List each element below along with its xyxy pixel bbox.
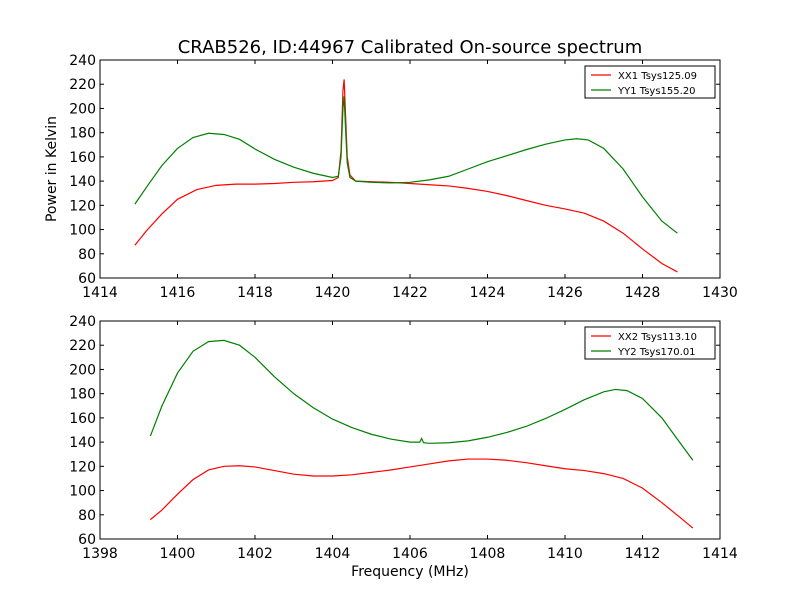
x-tick-label-0-0: 1414 [82,285,118,301]
y-tick-label-1-7: 200 [69,362,96,378]
legend-0: XX1 Tsys125.09 YY1 Tsys155.20 [584,65,716,99]
y-tick-label-1-5: 160 [69,411,96,427]
y-tick-label-0-3: 120 [69,198,96,214]
y-tick-label-1-2: 100 [69,484,96,500]
series-line-1-1 [149,339,694,461]
y-tick-label-1-9: 240 [69,314,96,330]
y-tick-label-1-3: 120 [69,459,96,475]
legend-label-0-1: YY1 Tsys155.20 [617,86,696,97]
y-tick-label-1-0: 60 [78,532,96,548]
y-tick-label-1-4: 140 [69,435,96,451]
x-tick-label-1-6: 1410 [547,546,583,562]
x-tick-label-0-1: 1416 [160,285,196,301]
x-axis-label: Frequency (MHz) [351,564,469,580]
y-tick-label-1-6: 180 [69,387,96,403]
x-tick-label-1-5: 1408 [470,546,506,562]
legend-label-1-1: YY2 Tsys170.01 [617,347,696,358]
x-tick-label-0-4: 1422 [392,285,428,301]
chart-title: CRAB526, ID:44967 Calibrated On-source s… [178,37,643,58]
legend-box-1 [584,326,716,360]
y-tick-label-0-8: 220 [69,77,96,93]
legend-1: XX2 Tsys113.10 YY2 Tsys170.01 [584,326,716,360]
y-tick-label-0-1: 80 [78,247,96,263]
series-line-1-0 [149,458,694,529]
y-tick-label-0-4: 140 [69,174,96,190]
y-tick-label-0-2: 100 [69,223,96,239]
bottom-subplot: 1398 1400 1402 1404 1406 1408 1410 1412 1414 60 80… [69,314,738,580]
x-tick-label-0-3: 1420 [315,285,351,301]
legend-label-0-0: XX1 Tsys125.09 [618,71,697,82]
y-tick-label-0-7: 200 [69,101,96,117]
legend-label-1-0: XX2 Tsys113.10 [618,332,697,343]
x-tick-label-1-7: 1412 [625,546,661,562]
y-axis-label: Power in Kelvin [44,116,60,222]
x-tick-label-0-6: 1426 [547,285,583,301]
x-tick-label-1-2: 1402 [237,546,273,562]
top-subplot: 1414 1416 1418 1420 1422 1424 1426 1428 1430 60 80… [44,37,738,301]
y-tick-label-0-0: 60 [78,271,96,287]
x-tick-label-1-3: 1404 [315,546,351,562]
x-tick-label-0-2: 1418 [237,285,273,301]
legend-box-0 [584,65,716,99]
y-tick-label-1-1: 80 [78,508,96,524]
y-tick-label-0-9: 240 [69,53,96,69]
x-tick-label-1-8: 1414 [702,546,738,562]
y-tick-label-0-5: 160 [69,150,96,166]
y-tick-label-0-6: 180 [69,126,96,142]
x-tick-label-1-4: 1406 [392,546,428,562]
y-tick-label-1-8: 220 [69,338,96,354]
x-tick-label-0-8: 1430 [702,285,738,301]
x-tick-label-1-0: 1398 [82,546,118,562]
series-line-0-1 [134,96,678,234]
x-tick-label-0-7: 1428 [625,285,661,301]
x-tick-label-1-1: 1400 [160,546,196,562]
x-tick-label-0-5: 1424 [470,285,506,301]
